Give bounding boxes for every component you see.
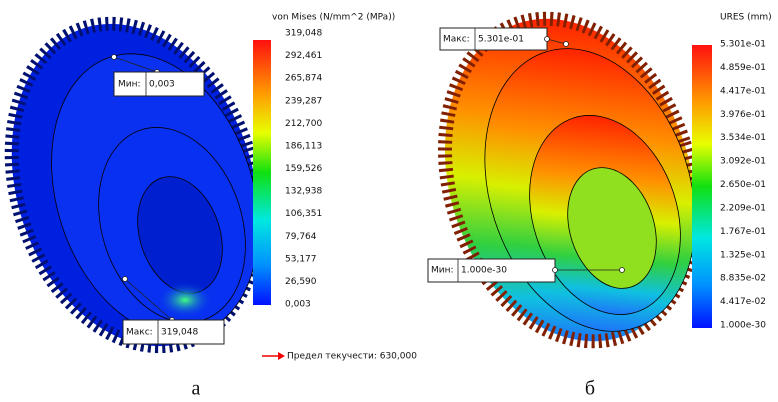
- legend-tick-label: 26,590: [285, 277, 317, 287]
- callout-value: 319,048: [161, 328, 198, 338]
- legend-tick-label: 106,351: [285, 209, 322, 219]
- colorbar: [253, 40, 271, 305]
- legend-tick-label: 4.417e-01: [720, 86, 766, 96]
- gear-displacement: [405, 0, 735, 374]
- legend-title: von Mises (N/mm^2 (MPa)): [272, 13, 395, 23]
- legend-tick-label: 132,938: [285, 187, 322, 197]
- legend-tick-label: 8.835e-02: [720, 274, 766, 284]
- legend-tick-label: 53,177: [285, 254, 317, 264]
- legend-tick-label: 1.767e-01: [720, 227, 766, 237]
- legend-tick-label: 79,764: [285, 232, 317, 242]
- yield-note: Предел текучести: 630,000: [287, 352, 417, 362]
- callout-label: Мин:: [431, 266, 454, 276]
- legend-title: URES (mm): [720, 13, 772, 23]
- legend-tick-label: 186,113: [285, 141, 322, 151]
- legend-tick-label: 239,287: [285, 96, 322, 106]
- legend-tick-label: 265,874: [285, 74, 322, 84]
- callout-label: Мин:: [118, 80, 141, 90]
- legend-tick-label: 1.325e-01: [720, 250, 766, 260]
- yield-arrow-head: [278, 352, 285, 360]
- colorbar: [692, 45, 712, 328]
- legend-tick-label: 0,003: [285, 300, 311, 310]
- legend-tick-label: 159,526: [285, 164, 322, 174]
- legend-tick-label: 3.976e-01: [720, 110, 766, 120]
- legend-tick-label: 3.092e-01: [720, 157, 766, 167]
- legend-tick-label: 2.650e-01: [720, 180, 766, 190]
- figure: von Mises (N/mm^2 (MPa)) Мин: 0,003 Макс…: [0, 0, 778, 402]
- callout-value: 1.000e-30: [461, 266, 507, 276]
- legend-tick-label: 212,700: [285, 119, 322, 129]
- legend-tick-label: 292,461: [285, 51, 322, 61]
- legend-tick-label: 2.209e-01: [720, 203, 766, 213]
- callout-label: Макс:: [126, 328, 153, 338]
- legend-tick-label: 4.859e-01: [720, 63, 766, 73]
- callout-label: Макс:: [443, 35, 470, 45]
- legend-tick-label: 4.417e-02: [720, 297, 766, 307]
- caption: а: [192, 378, 201, 400]
- callout-value: 5.301e-01: [478, 35, 524, 45]
- legend-tick-label: 5.301e-01: [720, 40, 766, 50]
- callout-value: 0,003: [149, 80, 175, 90]
- legend-tick-label: 1.000e-30: [720, 321, 766, 331]
- legend-tick-label: 319,048: [285, 29, 322, 39]
- legend-tick-label: 3.534e-01: [720, 133, 766, 143]
- caption: б: [585, 378, 595, 400]
